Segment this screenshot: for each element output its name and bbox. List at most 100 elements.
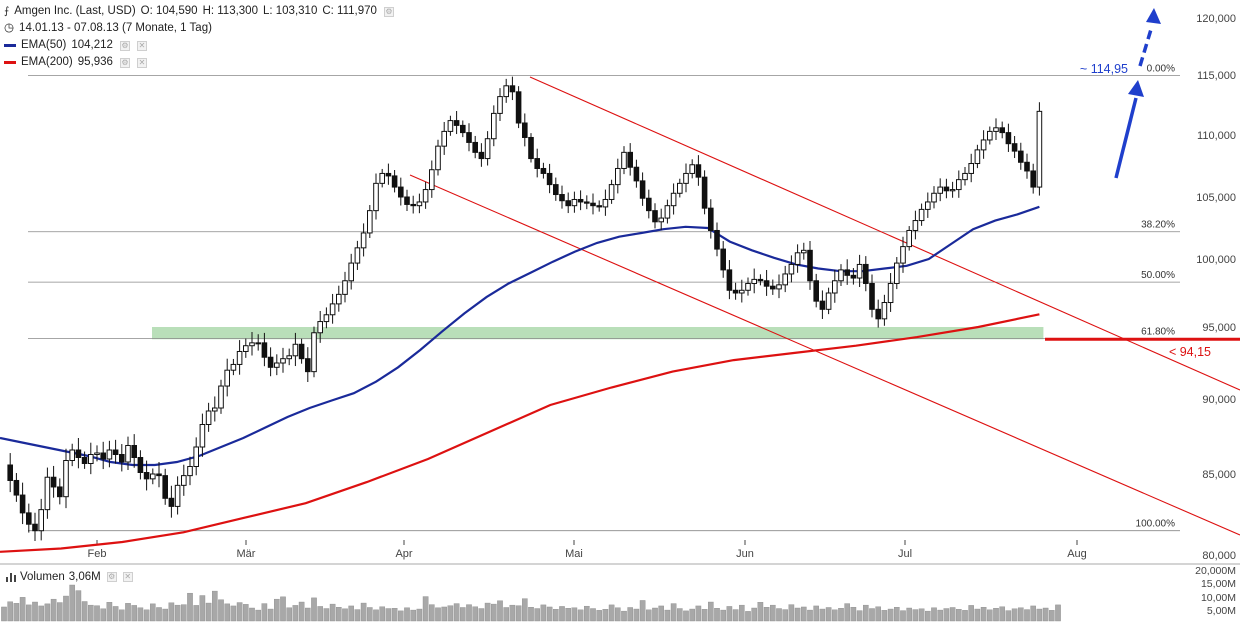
volume-bar <box>714 608 720 622</box>
ema200-label: EMA(200) <box>21 56 73 68</box>
volume-bar <box>329 603 336 622</box>
volume-bar <box>422 596 429 622</box>
volume-bar <box>844 603 850 622</box>
candle-up <box>311 332 317 373</box>
volume-bar <box>87 604 94 622</box>
candle-up <box>373 182 379 212</box>
label-layer: 80,000 85,000 90,000 95,000 100,000 105,000 11… <box>88 13 1236 562</box>
candle-down <box>813 280 820 302</box>
forecast-arrow-layer <box>1045 8 1240 341</box>
candle-down <box>869 282 875 310</box>
volume-bar <box>825 607 832 622</box>
volume-bar <box>751 607 757 622</box>
volume-bar <box>94 605 100 622</box>
y-tick-label: 80,000 <box>1202 550 1236 562</box>
candle-up <box>379 172 385 184</box>
candle-up <box>286 355 292 360</box>
volume-bar <box>261 603 268 622</box>
settings-icon[interactable]: ⚙ <box>383 6 394 17</box>
volume-bar <box>1011 608 1018 622</box>
candle-down <box>732 289 739 294</box>
volume-bar <box>863 604 869 622</box>
candle-up <box>949 189 956 192</box>
volume-tick-label: 20,000M <box>1195 565 1236 577</box>
volume-bar <box>838 608 844 622</box>
volume-bar <box>286 607 293 622</box>
volume-bar <box>429 604 435 622</box>
low-value: L: 103,310 <box>262 5 318 17</box>
candle-up <box>150 473 156 480</box>
candle-down <box>1030 170 1037 188</box>
volume-bar <box>100 608 106 622</box>
candle-up <box>503 85 509 98</box>
volume-bar <box>472 606 479 622</box>
candle-down <box>844 269 851 276</box>
volume-bar <box>149 603 156 622</box>
volume-bar <box>900 610 906 622</box>
x-month-label: Aug <box>1067 548 1087 560</box>
volume-bar <box>695 605 702 622</box>
volume-bar <box>267 608 274 622</box>
candle-down <box>131 445 137 458</box>
y-tick-label: 110,000 <box>1197 130 1236 142</box>
volume-bar <box>931 607 937 622</box>
volume-bar <box>869 608 875 622</box>
volume-bar <box>571 607 578 622</box>
candle-down <box>577 198 584 203</box>
candle-up <box>354 247 361 264</box>
volume-close-icon[interactable]: ✕ <box>122 572 133 582</box>
volume-bar <box>292 605 299 622</box>
candle-up <box>962 172 968 181</box>
candle-up <box>1036 110 1043 188</box>
candle-up <box>243 345 249 352</box>
volume-bar <box>205 602 212 622</box>
candle-up <box>249 342 255 347</box>
legend-ema200-row: EMA(200) 95,936 ⚙ ✕ <box>4 54 394 71</box>
volume-bar <box>379 606 386 622</box>
candle-down <box>943 186 950 192</box>
x-month-label: Feb <box>88 548 107 560</box>
candle-up <box>794 252 801 265</box>
ema50-settings-icon[interactable]: ⚙ <box>119 40 130 51</box>
candle-up <box>906 229 913 248</box>
volume-bar <box>528 607 534 622</box>
candle-down <box>546 172 553 186</box>
ema50-close-icon[interactable]: ✕ <box>136 40 147 51</box>
chart-type-icon: ⨍ <box>4 6 10 17</box>
volume-bar <box>131 605 138 622</box>
volume-bar <box>1048 610 1055 622</box>
candle-up <box>416 201 423 207</box>
volume-bar <box>918 608 925 622</box>
candle-down <box>50 476 57 488</box>
candle-down <box>509 85 516 93</box>
volume-bar <box>354 609 361 622</box>
volume-bar <box>962 610 968 622</box>
candle-up <box>348 262 354 282</box>
volume-bar <box>949 607 956 622</box>
candle-up <box>887 282 894 304</box>
candle-down <box>57 486 63 498</box>
candle-down <box>522 122 528 138</box>
legend-period-row: ◷ 14.01.13 - 07.08.13 (7 Monate, 1 Tag) <box>4 20 394 37</box>
candle-up <box>937 186 944 194</box>
volume-bar <box>633 608 640 622</box>
ema200-settings-icon[interactable]: ⚙ <box>119 57 130 68</box>
ema200-close-icon[interactable]: ✕ <box>136 57 147 68</box>
volume-settings-icon[interactable]: ⚙ <box>106 572 117 582</box>
candle-down <box>639 180 646 199</box>
volume-bar <box>515 605 522 622</box>
volume-bar <box>856 610 863 622</box>
candle-down <box>137 457 144 473</box>
volume-bar <box>249 607 255 622</box>
volume-bar <box>162 608 169 622</box>
candle-up <box>94 452 100 455</box>
candle-up <box>894 262 900 284</box>
candle-up <box>974 149 981 165</box>
y-tick-label: 95,000 <box>1202 322 1236 334</box>
volume-bar <box>168 602 175 622</box>
volume-bar <box>999 606 1005 622</box>
volume-bar <box>1 606 7 622</box>
volume-bar <box>664 609 671 622</box>
candle-up <box>230 363 237 371</box>
candle-up <box>187 466 193 477</box>
